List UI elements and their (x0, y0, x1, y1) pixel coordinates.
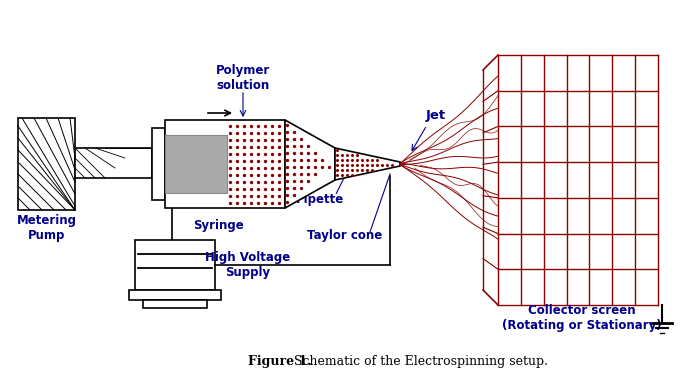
Text: Jet: Jet (426, 108, 446, 122)
Text: Polymer
solution: Polymer solution (216, 64, 270, 92)
Text: Figure 1.: Figure 1. (248, 356, 312, 368)
Bar (165, 120, 285, 208)
Bar (165, 135, 227, 193)
Bar (18, 118, 75, 210)
Text: Pipette: Pipette (296, 194, 344, 207)
Bar (143, 300, 207, 308)
Bar (129, 290, 221, 300)
Bar (152, 128, 165, 200)
Text: Metering
Pump: Metering Pump (17, 214, 77, 242)
Bar (75, 148, 152, 178)
Text: Syringe: Syringe (193, 219, 243, 232)
Bar (135, 240, 215, 290)
Text: Taylor cone: Taylor cone (308, 229, 383, 241)
Text: Collector screen
(Rotating or Stationary): Collector screen (Rotating or Stationary… (502, 304, 662, 332)
Text: High Voltage
Supply: High Voltage Supply (205, 251, 290, 279)
Polygon shape (335, 148, 400, 180)
Text: Schematic of the Electrospinning setup.: Schematic of the Electrospinning setup. (290, 356, 548, 368)
Polygon shape (285, 120, 335, 208)
